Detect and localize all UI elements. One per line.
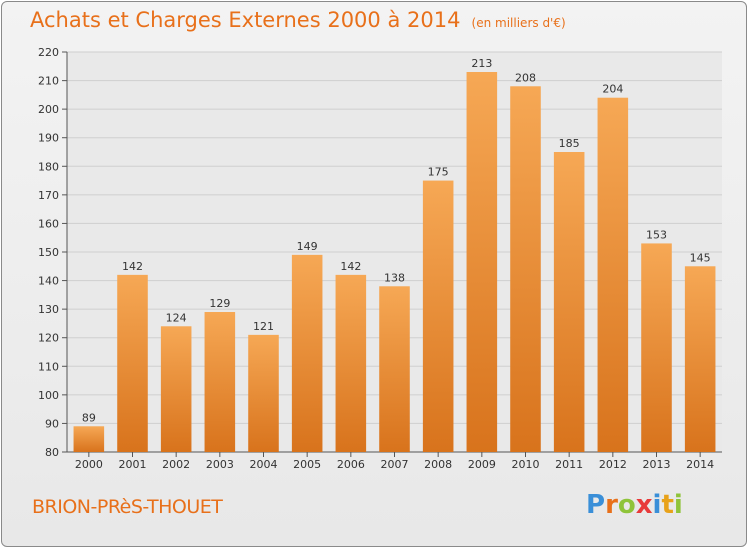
y-tick-label: 150 bbox=[38, 246, 59, 259]
bar bbox=[73, 426, 105, 452]
y-tick-label: 160 bbox=[38, 217, 59, 230]
bar bbox=[117, 274, 148, 452]
y-tick-label: 90 bbox=[45, 417, 59, 430]
y-tick-label: 190 bbox=[38, 132, 59, 145]
x-tick-label: 2000 bbox=[75, 458, 103, 471]
logo-letter: r bbox=[605, 490, 618, 520]
bar bbox=[204, 312, 236, 452]
y-tick-label: 110 bbox=[38, 360, 59, 373]
bar bbox=[379, 286, 410, 452]
label-layer: 89 142 124 129 121 149 142 138 175 213 208 185 204 15… bbox=[82, 57, 711, 424]
bar-value-label: 124 bbox=[166, 311, 187, 324]
logo-letter: i bbox=[652, 490, 662, 520]
bar bbox=[422, 180, 454, 453]
bar bbox=[248, 334, 279, 452]
bar bbox=[160, 326, 192, 452]
bar-value-label: 153 bbox=[646, 228, 667, 241]
y-tick-label: 80 bbox=[45, 446, 59, 459]
x-tick-label: 2009 bbox=[468, 458, 496, 471]
bar-value-label: 121 bbox=[253, 320, 274, 333]
bar-value-label: 213 bbox=[471, 57, 492, 70]
x-tick-label: 2013 bbox=[643, 458, 671, 471]
bar-value-label: 204 bbox=[602, 83, 623, 96]
logo-letter: o bbox=[617, 490, 636, 520]
bar-value-label: 208 bbox=[515, 71, 536, 84]
y-tick-label: 170 bbox=[38, 189, 59, 202]
x-tick-label: 2004 bbox=[250, 458, 278, 471]
y-tick-label: 120 bbox=[38, 332, 59, 345]
bar-value-label: 175 bbox=[428, 166, 449, 179]
bar-value-label: 149 bbox=[297, 240, 318, 253]
x-tick-label: 2012 bbox=[599, 458, 627, 471]
bar-value-label: 138 bbox=[384, 271, 405, 284]
title-row: Achats et Charges Externes 2000 à 2014 (… bbox=[30, 8, 566, 32]
bar-value-label: 142 bbox=[122, 260, 143, 273]
bar bbox=[291, 254, 323, 452]
chart-title: Achats et Charges Externes 2000 à 2014 bbox=[30, 8, 461, 32]
x-tick-label: 2007 bbox=[381, 458, 409, 471]
x-tick-label: 2014 bbox=[686, 458, 714, 471]
y-tick-label: 100 bbox=[38, 389, 59, 402]
logo-letter: t bbox=[661, 490, 674, 520]
bar bbox=[510, 86, 541, 453]
bar bbox=[335, 274, 367, 452]
x-tick-label: 2001 bbox=[119, 458, 147, 471]
bar bbox=[684, 266, 716, 452]
x-tick-label: 2008 bbox=[424, 458, 452, 471]
logo-letter: P bbox=[586, 490, 606, 520]
chart-subtitle: (en milliers d'€) bbox=[471, 16, 566, 30]
bar-value-label: 89 bbox=[82, 411, 96, 424]
y-tick-label: 220 bbox=[38, 46, 59, 59]
y-tick-label: 140 bbox=[38, 275, 59, 288]
bar-value-label: 185 bbox=[559, 137, 580, 150]
bar-layer bbox=[73, 72, 716, 453]
logo-letter: i bbox=[673, 490, 683, 520]
bar bbox=[597, 97, 629, 452]
x-tick-label: 2006 bbox=[337, 458, 365, 471]
bar-value-label: 145 bbox=[690, 251, 711, 264]
logo-letter: x bbox=[635, 490, 653, 520]
x-tick-label: 2002 bbox=[162, 458, 190, 471]
y-tick-label: 130 bbox=[38, 303, 59, 316]
x-tick-label: 2005 bbox=[293, 458, 321, 471]
x-tick-label: 2010 bbox=[512, 458, 540, 471]
bar bbox=[641, 243, 672, 452]
x-tick-label: 2003 bbox=[206, 458, 234, 471]
proxiti-logo: Proxiti bbox=[586, 490, 683, 520]
bar-value-label: 142 bbox=[340, 260, 361, 273]
bar bbox=[466, 72, 498, 452]
x-tick-label: 2011 bbox=[555, 458, 583, 471]
bar-value-label: 129 bbox=[209, 297, 230, 310]
bar bbox=[553, 152, 585, 452]
location-name: BRION-PRèS-THOUET bbox=[32, 496, 223, 518]
y-tick-label: 210 bbox=[38, 75, 59, 88]
y-tick-label: 180 bbox=[38, 160, 59, 173]
y-tick-label: 200 bbox=[38, 103, 59, 116]
